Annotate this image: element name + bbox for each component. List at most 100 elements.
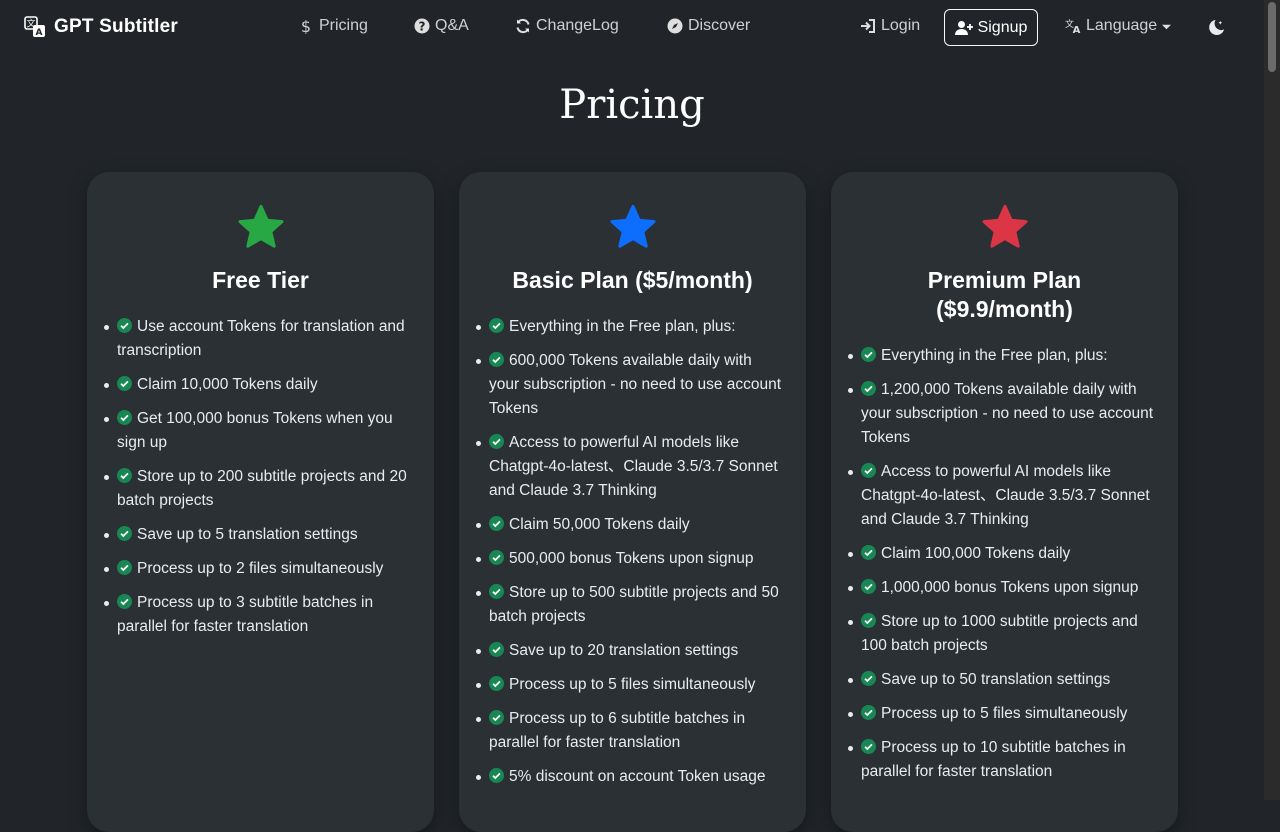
check-circle-icon bbox=[489, 584, 504, 599]
star-icon bbox=[982, 204, 1027, 248]
compass-icon bbox=[667, 18, 683, 34]
check-circle-icon bbox=[489, 710, 504, 725]
star-icon bbox=[610, 204, 655, 248]
check-circle-icon bbox=[117, 594, 132, 609]
list-item: Process up to 3 subtitle batches in para… bbox=[104, 591, 412, 639]
check-circle-icon bbox=[489, 676, 504, 691]
plan-card-premium: Premium Plan ($9.9/month) Everything in … bbox=[831, 172, 1178, 832]
list-item: Claim 10,000 Tokens daily bbox=[104, 373, 412, 397]
check-circle-icon bbox=[489, 434, 504, 449]
list-item: Process up to 5 files simultaneously bbox=[848, 702, 1156, 726]
brand-link[interactable]: 文 A GPT Subtitler bbox=[24, 16, 178, 38]
brand-name: GPT Subtitler bbox=[54, 16, 178, 37]
list-item: Get 100,000 bonus Tokens when you sign u… bbox=[104, 407, 412, 455]
language-label: Language bbox=[1086, 17, 1158, 34]
check-circle-icon bbox=[117, 410, 132, 425]
check-circle-icon bbox=[861, 579, 876, 594]
plan-title: Premium Plan ($9.9/month) bbox=[927, 267, 1082, 322]
list-item: Save up to 50 translation settings bbox=[848, 668, 1156, 692]
list-item: Access to powerful AI models like Chatgp… bbox=[476, 431, 784, 503]
moon-stars-icon[interactable] bbox=[1207, 18, 1226, 37]
nav-qa-label: Q&A bbox=[435, 17, 469, 34]
page-scrollbar[interactable] bbox=[1264, 0, 1280, 800]
plan-card-basic: Basic Plan ($5/month) Everything in the … bbox=[459, 172, 806, 832]
check-circle-icon bbox=[861, 381, 876, 396]
svg-text:A: A bbox=[36, 28, 43, 38]
check-circle-icon bbox=[861, 705, 876, 720]
page-title: Pricing bbox=[559, 82, 705, 128]
check-circle-icon bbox=[861, 347, 876, 362]
list-item: 500,000 bonus Tokens upon signup bbox=[476, 547, 784, 571]
signup-button[interactable]: Signup bbox=[944, 9, 1038, 46]
check-circle-icon bbox=[117, 560, 132, 575]
list-item: Save up to 5 translation settings bbox=[104, 523, 412, 547]
check-circle-icon bbox=[861, 463, 876, 478]
check-circle-icon bbox=[117, 526, 132, 541]
check-circle-icon bbox=[117, 468, 132, 483]
list-item: Process up to 2 files simultaneously bbox=[104, 557, 412, 581]
list-item: Use account Tokens for translation and t… bbox=[104, 315, 412, 363]
check-circle-icon bbox=[489, 768, 504, 783]
check-circle-icon bbox=[489, 550, 504, 565]
check-circle-icon bbox=[861, 613, 876, 628]
list-item: Process up to 6 subtitle batches in para… bbox=[476, 707, 784, 755]
nav-discover-label: Discover bbox=[688, 17, 751, 34]
feature-list: Use account Tokens for translation and t… bbox=[104, 315, 412, 649]
refresh-icon bbox=[516, 18, 530, 34]
list-item: Everything in the Free plan, plus: bbox=[476, 315, 784, 339]
svg-text:A: A bbox=[1073, 25, 1081, 34]
nav-pricing-label: Pricing bbox=[319, 17, 368, 34]
navbar: 文 A GPT Subtitler $ Pricing ? Q&A Change… bbox=[0, 0, 1264, 56]
list-item: Access to powerful AI models like Chatgp… bbox=[848, 460, 1156, 532]
caret-down-icon bbox=[1162, 24, 1172, 29]
list-item: Store up to 1000 subtitle projects and 1… bbox=[848, 610, 1156, 658]
translate-icon: 文A bbox=[1065, 18, 1081, 34]
scrollbar-thumb[interactable] bbox=[1268, 2, 1276, 72]
check-circle-icon bbox=[489, 318, 504, 333]
translate-logo-icon: 文 A bbox=[24, 16, 45, 38]
plan-title: Basic Plan ($5/month) bbox=[512, 267, 753, 293]
list-item: Process up to 10 subtitle batches in par… bbox=[848, 736, 1156, 784]
login-link[interactable]: Login bbox=[860, 17, 920, 35]
signup-label: Signup bbox=[977, 18, 1028, 36]
svg-text:$: $ bbox=[301, 18, 311, 34]
list-item: Claim 50,000 Tokens daily bbox=[476, 513, 784, 537]
feature-list: Everything in the Free plan, plus: 600,0… bbox=[476, 315, 784, 799]
question-circle-icon: ? bbox=[414, 18, 430, 34]
check-circle-icon bbox=[489, 642, 504, 657]
list-item: Save up to 20 translation settings bbox=[476, 639, 784, 663]
nav-discover[interactable]: Discover bbox=[667, 17, 750, 35]
list-item: Everything in the Free plan, plus: bbox=[848, 344, 1156, 368]
list-item: 600,000 Tokens available daily with your… bbox=[476, 349, 784, 421]
list-item: Store up to 500 subtitle projects and 50… bbox=[476, 581, 784, 629]
star-icon bbox=[238, 204, 283, 248]
feature-list: Everything in the Free plan, plus: 1,200… bbox=[848, 344, 1156, 794]
list-item: Store up to 200 subtitle projects and 20… bbox=[104, 465, 412, 513]
user-plus-icon bbox=[954, 20, 973, 35]
login-label: Login bbox=[881, 17, 921, 34]
check-circle-icon bbox=[861, 671, 876, 686]
list-item: 1,000,000 bonus Tokens upon signup bbox=[848, 576, 1156, 600]
list-item: Claim 100,000 Tokens daily bbox=[848, 542, 1156, 566]
dollar-icon: $ bbox=[301, 18, 311, 34]
check-circle-icon bbox=[861, 739, 876, 754]
list-item: 1,200,000 Tokens available daily with yo… bbox=[848, 378, 1156, 450]
svg-text:文: 文 bbox=[26, 18, 35, 30]
nav-changelog-label: ChangeLog bbox=[536, 17, 619, 34]
check-circle-icon bbox=[117, 318, 132, 333]
login-icon bbox=[861, 19, 875, 33]
nav-pricing[interactable]: $ Pricing bbox=[298, 17, 368, 35]
check-circle-icon bbox=[117, 376, 132, 391]
check-circle-icon bbox=[489, 352, 504, 367]
list-item: 5% discount on account Token usage bbox=[476, 765, 784, 789]
check-circle-icon bbox=[861, 545, 876, 560]
check-circle-icon bbox=[489, 516, 504, 531]
plan-title: Free Tier bbox=[212, 267, 309, 293]
nav-qa[interactable]: ? Q&A bbox=[414, 17, 469, 35]
svg-text:?: ? bbox=[419, 20, 426, 34]
plan-card-free: Free Tier Use account Tokens for transla… bbox=[87, 172, 434, 832]
list-item: Process up to 5 files simultaneously bbox=[476, 673, 784, 697]
svg-text:文: 文 bbox=[1065, 18, 1074, 30]
nav-changelog[interactable]: ChangeLog bbox=[515, 17, 619, 35]
